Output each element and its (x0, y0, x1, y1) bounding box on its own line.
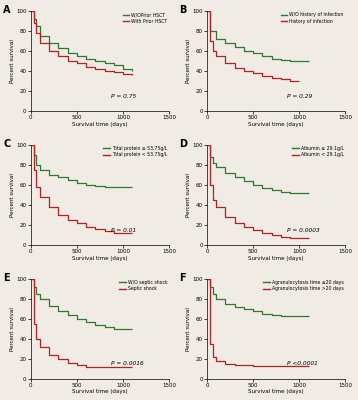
Legend: W/O history of infection, History of infection: W/O history of infection, History of inf… (280, 11, 344, 24)
Text: P = 0.01: P = 0.01 (111, 228, 136, 232)
Text: E: E (3, 272, 10, 282)
Y-axis label: Percent survival: Percent survival (10, 173, 15, 217)
Legend: Albumin ≥ 29.1g/L, Albumin < 29.1g/L: Albumin ≥ 29.1g/L, Albumin < 29.1g/L (291, 145, 344, 158)
Text: D: D (179, 139, 187, 149)
Text: A: A (3, 5, 11, 15)
Text: C: C (3, 139, 10, 149)
Y-axis label: Percent survival: Percent survival (186, 39, 191, 83)
X-axis label: Survival time (days): Survival time (days) (72, 256, 128, 261)
X-axis label: Survival time (days): Survival time (days) (248, 390, 304, 394)
X-axis label: Survival time (days): Survival time (days) (248, 256, 304, 261)
Text: B: B (179, 5, 187, 15)
X-axis label: Survival time (days): Survival time (days) (72, 122, 128, 127)
Legend: W/O septic shock, Septic shock: W/O septic shock, Septic shock (118, 279, 168, 292)
X-axis label: Survival time (days): Survival time (days) (72, 390, 128, 394)
Y-axis label: Percent survival: Percent survival (10, 307, 15, 351)
Y-axis label: Percent survival: Percent survival (10, 39, 15, 83)
Legend: Agranulocytosis time ≤20 days, Agranulocytosis time >20 days: Agranulocytosis time ≤20 days, Agranuloc… (262, 279, 344, 292)
Y-axis label: Percent survival: Percent survival (186, 173, 191, 217)
Legend: Total protein ≥ 53.75g/L, Total protein < 53.75g/L: Total protein ≥ 53.75g/L, Total protein … (102, 145, 168, 158)
Legend: W/OPrior HSCT, With Prior HSCT: W/OPrior HSCT, With Prior HSCT (122, 11, 168, 24)
Text: P = 0.75: P = 0.75 (111, 94, 136, 99)
Text: F: F (179, 272, 186, 282)
Text: P = 0.0003: P = 0.0003 (287, 228, 320, 232)
Text: P = 0.29: P = 0.29 (287, 94, 313, 99)
X-axis label: Survival time (days): Survival time (days) (248, 122, 304, 127)
Y-axis label: Percent survival: Percent survival (186, 307, 191, 351)
Text: P <0.0001: P <0.0001 (287, 361, 318, 366)
Text: P = 0.0016: P = 0.0016 (111, 361, 144, 366)
